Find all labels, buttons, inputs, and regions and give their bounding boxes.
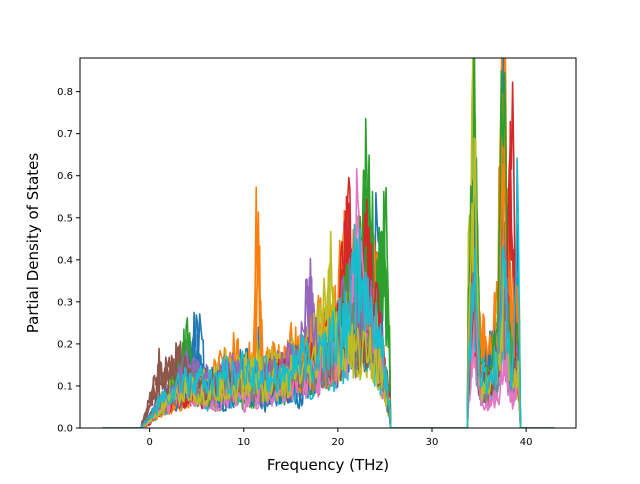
y-tick-label: 0.7 (57, 129, 73, 140)
x-tick-label: 30 (426, 437, 439, 448)
y-tick-label: 0.1 (57, 381, 73, 392)
y-tick-label: 0.2 (57, 339, 73, 350)
y-tick-label: 0.4 (57, 255, 73, 266)
x-axis: 0 10 20 30 40 (146, 428, 532, 448)
series-layer (102, 58, 555, 428)
y-tick-label: 0.0 (57, 424, 73, 435)
y-tick-label: 0.5 (57, 213, 73, 224)
y-axis: 0.0 0.1 0.2 0.3 0.4 0.5 0.6 0.7 0.8 (57, 87, 80, 435)
x-tick-label: 40 (520, 437, 533, 448)
y-tick-label: 0.3 (57, 297, 73, 308)
x-tick-label: 20 (332, 437, 345, 448)
x-axis-label: Frequency (THz) (267, 456, 389, 474)
pdos-series-line (102, 215, 555, 428)
plot-frame (79, 57, 577, 429)
y-tick-label: 0.6 (57, 171, 73, 182)
pdos-series-line (102, 157, 555, 428)
y-axis-label: Partial Density of States (24, 153, 42, 334)
x-tick-label: 0 (146, 437, 152, 448)
y-tick-label: 0.8 (57, 87, 73, 98)
x-tick-label: 10 (237, 437, 250, 448)
